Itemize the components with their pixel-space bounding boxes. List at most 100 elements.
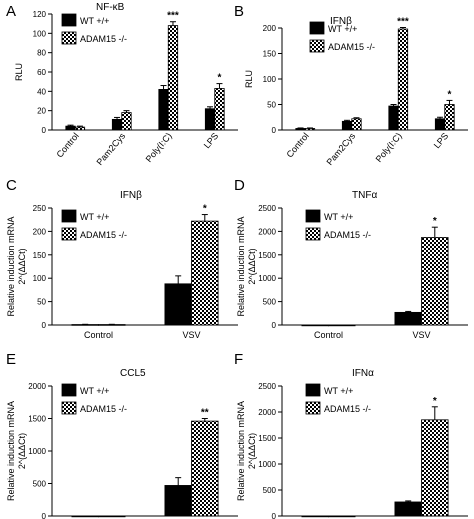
y-tick-label: 120: [33, 10, 47, 19]
bar-wt-pam2cys: [341, 120, 353, 131]
y-tick-label: 50: [267, 101, 276, 110]
bar-adam15-pam2cys: [121, 112, 132, 131]
bar-adam15-vsv: [421, 237, 449, 326]
y-tick-label: 150: [33, 251, 47, 260]
panel-a: A NF-κB 0 20 40 60 80 100 120 RLU Control Pam2Cys Po…: [6, 2, 238, 167]
y-axis-label-line: 2^(ΔΔCt): [17, 248, 27, 284]
y-tick-label: 500: [33, 480, 47, 489]
bar-adam15-control: [304, 128, 316, 131]
panel-c: C IFNβ 0 50 100 150 200 250 Relative induction m…: [6, 177, 238, 340]
panel-title: IFNβ: [330, 16, 352, 27]
x-tick-label: Control: [54, 131, 80, 160]
y-axis-label: Relative induction mRNA2^(ΔΔCt): [6, 401, 27, 501]
y-axis-label-line: Relative induction mRNA: [236, 216, 246, 316]
x-tick-label: LPS: [432, 131, 451, 150]
y-axis-label: Relative induction mRNA2^(ΔΔCt): [236, 401, 257, 501]
significance-marker: *: [433, 396, 437, 407]
y-tick-label: 2500: [258, 204, 276, 213]
bar-wt-control: [295, 128, 306, 131]
legend-label-wt: WT +/+: [328, 24, 357, 34]
legend-swatch-adam15: [61, 401, 77, 415]
y-axis-label-line: RLU: [244, 70, 254, 88]
y-tick-label: 40: [37, 87, 46, 96]
y-axis-label-line: Relative induction mRNA: [6, 401, 16, 501]
y-tick-label: 100: [263, 75, 277, 84]
panel-letter: E: [6, 351, 16, 368]
bar-wt-polyic: [158, 89, 169, 131]
legend-swatch-adam15: [61, 227, 77, 241]
panel-title: CCL5: [120, 368, 146, 379]
y-tick-label: 0: [272, 126, 277, 135]
y-axis-label: Relative induction mRNA2^(ΔΔCt): [236, 216, 257, 316]
y-tick-label: 0: [272, 512, 277, 519]
legend-label-wt: WT +/+: [80, 16, 109, 26]
y-tick-label: 0: [42, 321, 47, 330]
bar-adam15-control: [328, 324, 356, 327]
legend-label-wt: WT +/+: [80, 212, 109, 222]
bar-adam15-vsv: [421, 419, 449, 517]
x-tick-label: VSV: [412, 330, 430, 340]
panels: A NF-κB 0 20 40 60 80 100 120 RLU Control Pam2Cys Po…: [6, 2, 468, 519]
y-tick-label: 0: [42, 512, 47, 519]
x-tick-label: VSV: [182, 330, 200, 340]
x-tick-label: LPS: [202, 131, 221, 150]
x-tick-label: Control: [314, 330, 343, 340]
legend-swatch-adam15: [61, 31, 77, 45]
y-axis-label: Relative induction mRNA2^(ΔΔCt): [6, 216, 27, 316]
y-tick-label: 200: [263, 24, 277, 33]
bar-adam15-pam2cys: [351, 118, 362, 131]
significance-marker: **: [201, 408, 209, 419]
y-tick-label: 500: [263, 298, 277, 307]
bar-adam15-lps: [444, 104, 455, 131]
x-tick-label: Pam2Cys: [95, 130, 128, 167]
significance-marker: *: [433, 216, 437, 227]
legend-swatch-wt: [61, 13, 77, 27]
bar-wt-lps: [434, 118, 446, 131]
legend-swatch-adam15: [305, 227, 321, 241]
x-tick-label: Control: [84, 330, 113, 340]
y-tick-label: 2000: [258, 227, 276, 236]
y-tick-label: 2500: [258, 382, 276, 391]
panel-title: TNFα: [352, 190, 377, 201]
legend-swatch-adam15: [309, 39, 325, 53]
bar-adam15-control: [74, 126, 86, 131]
x-tick-label: Poly(I:C): [374, 131, 404, 164]
y-tick-label: 50: [37, 298, 46, 307]
y-tick-label: 2000: [258, 408, 276, 417]
y-axis-label-line: 2^(ΔΔCt): [17, 433, 27, 469]
bar-wt-control: [71, 515, 99, 518]
y-tick-label: 1000: [28, 447, 46, 456]
panel-title: NF-κB: [96, 2, 125, 13]
legend-label-adam15: ADAM15 -/-: [328, 42, 375, 52]
y-axis-label: RLU: [244, 70, 254, 88]
panel-letter: C: [6, 177, 17, 194]
y-tick-label: 200: [33, 227, 47, 236]
y-tick-label: 500: [263, 486, 277, 495]
legend-label-wt: WT +/+: [80, 386, 109, 396]
bar-adam15-control: [328, 515, 356, 518]
y-axis-label-line: RLU: [14, 63, 24, 81]
y-tick-label: 100: [33, 274, 47, 283]
panel-title: IFNα: [352, 368, 374, 379]
legend-swatch-wt: [61, 383, 77, 397]
legend-swatch-wt: [309, 21, 325, 35]
y-axis-label-line: Relative induction mRNA: [236, 401, 246, 501]
panel-f: F IFNα 0 500 1000 1500 2000 2500 Relative induct…: [234, 351, 468, 519]
bar-wt-vsv: [164, 283, 192, 326]
bar-adam15-control: [98, 515, 126, 518]
panel-letter: F: [234, 351, 243, 368]
y-axis-label-line: Relative induction mRNA: [6, 216, 16, 316]
bar-wt-pam2cys: [111, 118, 123, 131]
bar-adam15-vsv: [191, 220, 219, 326]
y-tick-label: 1000: [258, 274, 276, 283]
significance-marker: *: [218, 73, 222, 84]
bar-wt-vsv: [394, 501, 422, 517]
y-tick-label: 20: [37, 107, 46, 116]
significance-marker: ***: [397, 16, 409, 27]
panel-letter: D: [234, 177, 245, 194]
significance-marker: ***: [167, 11, 179, 22]
significance-marker: *: [448, 89, 452, 100]
bar-wt-polyic: [388, 105, 399, 131]
